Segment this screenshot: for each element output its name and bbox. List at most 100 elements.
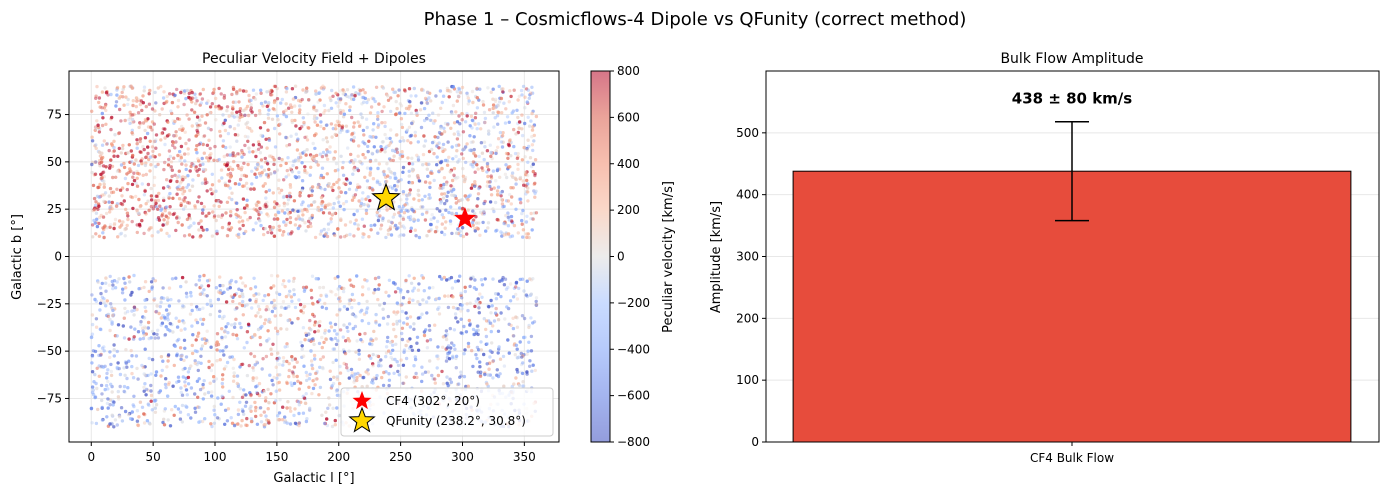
velocity-point (364, 208, 369, 213)
velocity-point (135, 99, 139, 103)
velocity-point (300, 209, 305, 213)
velocity-point (180, 403, 185, 408)
velocity-point (476, 192, 481, 196)
velocity-point (366, 287, 371, 291)
velocity-point (199, 101, 203, 105)
velocity-point (146, 373, 150, 378)
velocity-point (335, 393, 340, 397)
velocity-point (436, 373, 441, 378)
velocity-point (179, 354, 184, 358)
velocity-point (459, 331, 463, 335)
velocity-point (166, 418, 170, 422)
velocity-point (198, 141, 203, 145)
velocity-point (201, 382, 205, 387)
velocity-point (396, 310, 400, 314)
velocity-point (288, 216, 293, 220)
velocity-point (389, 351, 393, 355)
velocity-point (164, 100, 168, 105)
velocity-point (457, 86, 461, 91)
velocity-point (109, 92, 113, 97)
velocity-point (350, 93, 354, 97)
velocity-point (235, 337, 240, 341)
velocity-point (386, 228, 391, 232)
velocity-point (233, 322, 237, 326)
velocity-point (286, 198, 291, 202)
velocity-point (456, 279, 460, 283)
velocity-point (278, 373, 282, 377)
velocity-point (288, 289, 292, 293)
velocity-point (307, 385, 311, 389)
velocity-point (131, 403, 135, 407)
velocity-point (245, 303, 249, 307)
velocity-point (298, 152, 302, 156)
velocity-point (531, 277, 535, 281)
velocity-point (475, 204, 479, 208)
velocity-point (130, 113, 135, 117)
velocity-point (224, 211, 228, 215)
velocity-point (140, 363, 144, 368)
velocity-point (367, 321, 371, 326)
velocity-point (126, 217, 130, 222)
velocity-point (172, 363, 176, 368)
velocity-point (169, 109, 173, 113)
velocity-point (239, 112, 243, 117)
bar-y-tick-label: 500 (736, 126, 759, 140)
velocity-point (494, 229, 498, 233)
velocity-point (161, 96, 166, 100)
velocity-point (331, 188, 335, 193)
velocity-point (238, 115, 242, 120)
velocity-point (272, 171, 277, 175)
velocity-point (330, 135, 334, 139)
velocity-point (328, 202, 333, 207)
velocity-point (220, 316, 225, 320)
velocity-point (146, 320, 151, 325)
velocity-point (521, 84, 526, 89)
velocity-point (177, 216, 181, 220)
velocity-point (534, 114, 539, 119)
velocity-point (521, 235, 525, 239)
velocity-point (414, 234, 418, 238)
velocity-point (394, 112, 398, 117)
velocity-point (159, 208, 163, 212)
velocity-point (436, 345, 440, 349)
velocity-point (275, 357, 279, 361)
velocity-point (385, 208, 389, 212)
velocity-point (385, 179, 389, 184)
velocity-point (156, 207, 160, 211)
velocity-point (171, 212, 176, 217)
velocity-point (324, 136, 329, 140)
velocity-point (212, 158, 216, 162)
velocity-point (522, 183, 526, 187)
velocity-point (190, 124, 194, 128)
velocity-point (345, 129, 349, 134)
velocity-point (108, 166, 112, 170)
velocity-point (221, 349, 225, 353)
velocity-point (100, 346, 105, 350)
velocity-point (506, 215, 510, 220)
velocity-point (155, 332, 159, 337)
velocity-point (240, 303, 245, 308)
velocity-point (372, 145, 376, 149)
velocity-point (240, 292, 245, 296)
velocity-point (300, 355, 304, 359)
velocity-point (389, 158, 393, 162)
velocity-point (98, 327, 103, 331)
velocity-point (412, 322, 416, 326)
velocity-point (411, 298, 415, 302)
velocity-point (530, 143, 535, 147)
velocity-point (214, 377, 219, 381)
velocity-point (186, 152, 190, 156)
velocity-point (292, 381, 297, 386)
velocity-point (380, 109, 384, 114)
velocity-point (105, 141, 110, 146)
velocity-point (110, 190, 114, 195)
velocity-point (402, 88, 407, 92)
velocity-point (269, 352, 274, 356)
velocity-point (168, 154, 173, 159)
velocity-point (176, 187, 180, 191)
velocity-point (395, 360, 399, 364)
velocity-point (228, 124, 232, 129)
velocity-point (376, 231, 380, 235)
velocity-point (497, 100, 502, 104)
velocity-point (253, 400, 257, 405)
